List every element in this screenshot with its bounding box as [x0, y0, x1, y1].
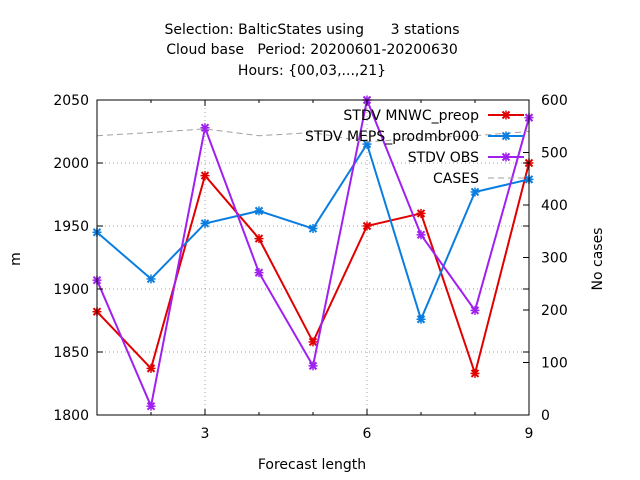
- x-tick-label: 3: [201, 426, 210, 442]
- y-tick-label: 1800: [53, 408, 89, 424]
- data-point-stdv-meps-prodmbr000: [254, 206, 264, 216]
- chart-title-line-1: Selection: BalticStates using 3 stations: [165, 22, 460, 38]
- chart-title-line-2: Cloud base Period: 20200601-20200630: [166, 42, 458, 58]
- series-line-cases: [96, 128, 530, 143]
- y-tick-label: 2000: [53, 156, 89, 172]
- data-point-stdv-obs: [146, 401, 156, 411]
- data-point-stdv-obs: [200, 123, 210, 133]
- legend-label-stdv-mnwc-preop: STDV MNWC_preop: [343, 108, 479, 124]
- x-tick-label: 9: [525, 426, 534, 442]
- data-point-stdv-mnwc-preop: [416, 208, 426, 218]
- plot-frame: [96, 99, 530, 416]
- legend-marker-stdv-mnwc-preop: [501, 110, 511, 120]
- data-point-stdv-mnwc-preop: [470, 368, 480, 378]
- data-point-stdv-obs: [470, 305, 480, 315]
- data-point-stdv-obs: [254, 268, 264, 278]
- legend-marker-stdv-obs: [501, 152, 511, 162]
- x-axis-title: Forecast length: [258, 457, 366, 473]
- legend: STDV MNWC_preop STDV MEPS_prodmbr000 STDV …: [305, 108, 524, 187]
- y2-tick-label: 600: [541, 93, 568, 109]
- y2-tick-label: 500: [541, 146, 568, 162]
- chart-title-line-3: Hours: {00,03,...,21}: [238, 63, 386, 79]
- data-point-stdv-mnwc-preop: [146, 363, 156, 373]
- y-tick-label: 1850: [53, 345, 89, 361]
- series-line-stdv-obs: [96, 96, 530, 410]
- data-point-stdv-mnwc-preop: [200, 171, 210, 181]
- legend-label-cases: CASES: [433, 171, 479, 187]
- data-point-stdv-mnwc-preop: [362, 221, 372, 231]
- y-tick-label: 2050: [53, 93, 89, 109]
- y-tick-label: 1900: [53, 282, 89, 298]
- data-point-stdv-mnwc-preop: [254, 234, 264, 244]
- data-point-stdv-obs: [416, 230, 426, 240]
- legend-label-stdv-meps-prodmbr000: STDV MEPS_prodmbr000: [305, 129, 479, 145]
- series-layer: [92, 95, 534, 411]
- data-point-stdv-meps-prodmbr000: [308, 224, 318, 234]
- y2-tick-label: 400: [541, 198, 568, 214]
- axis-layer: 1800 1850 1900 1950 2000 2050 0 100 200 300 400 500…: [53, 93, 567, 442]
- data-point-stdv-meps-prodmbr000: [416, 314, 426, 324]
- data-point-stdv-meps-prodmbr000: [470, 187, 480, 197]
- legend-label-stdv-obs: STDV OBS: [408, 150, 479, 166]
- y2-tick-label: 300: [541, 251, 568, 267]
- y2-axis-title: No cases: [590, 228, 606, 291]
- data-point-stdv-obs: [308, 361, 318, 371]
- data-point-stdv-meps-prodmbr000: [200, 218, 210, 228]
- y2-tick-label: 0: [541, 408, 550, 424]
- y-tick-label: 1950: [53, 219, 89, 235]
- y2-tick-label: 100: [541, 356, 568, 372]
- data-point-stdv-meps-prodmbr000: [146, 274, 156, 284]
- legend-marker-stdv-meps-prodmbr000: [501, 131, 511, 141]
- x-tick-label: 6: [363, 426, 372, 442]
- data-point-stdv-mnwc-preop: [308, 337, 318, 347]
- y-axis-title: m: [8, 252, 24, 266]
- y2-tick-label: 200: [541, 303, 568, 319]
